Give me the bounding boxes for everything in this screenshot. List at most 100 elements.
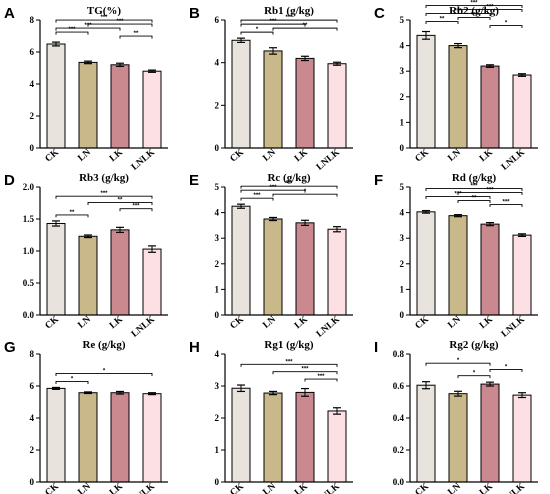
bar-LN	[78, 392, 98, 483]
panel-title: Rg1 (g/kg)	[264, 339, 314, 351]
significance-label: *	[473, 371, 476, 377]
x-tick-label: LK	[293, 481, 310, 494]
y-tick-label: 0	[30, 477, 35, 487]
bar-CK	[231, 387, 251, 483]
x-tick-label: LNLK	[130, 481, 158, 494]
bar-CK	[46, 43, 66, 149]
panel-title: Rb1 (g/kg)	[264, 5, 314, 17]
significance-bracket	[55, 380, 89, 384]
bar-LNLK	[327, 228, 347, 316]
significance-label: ***	[116, 19, 124, 25]
significance-bracket	[425, 362, 491, 366]
bar-CK	[231, 205, 251, 316]
y-tick-label: 2	[215, 259, 220, 269]
significance-label: ***	[486, 5, 494, 11]
y-tick-label: 4	[30, 413, 35, 423]
x-tick-label: LK	[108, 314, 125, 331]
significance-bracket	[489, 204, 523, 208]
bar-LK	[480, 383, 500, 483]
y-tick-label: 0.2	[393, 445, 405, 455]
significance-label: *	[71, 376, 74, 382]
panel-letter: D	[4, 172, 15, 189]
bar-LNLK	[512, 234, 532, 316]
y-tick-label: 8	[30, 349, 35, 359]
panel-letter: H	[189, 339, 200, 356]
significance-bracket	[489, 25, 523, 29]
significance-bracket	[272, 371, 338, 375]
bar-LNLK	[142, 248, 162, 316]
significance-label: **	[118, 197, 123, 203]
significance-bracket	[55, 214, 89, 218]
panel-title: Rc (g/kg)	[267, 172, 310, 184]
x-tick-label: LN	[76, 148, 93, 164]
y-tick-label: 6	[215, 15, 220, 25]
y-tick-label: 0.6	[393, 381, 405, 391]
significance-bracket	[425, 5, 523, 9]
significance-label: **	[472, 196, 477, 202]
bar-CK	[416, 384, 436, 483]
significance-bracket	[119, 35, 153, 39]
significance-bracket	[240, 197, 274, 201]
y-tick-label: 5	[400, 182, 405, 192]
significance-label: **	[134, 31, 139, 37]
x-tick-label: LNLK	[500, 481, 528, 494]
y-tick-label: 2	[30, 111, 35, 121]
significance-bracket	[55, 27, 121, 31]
y-tick-label: 2	[215, 100, 220, 110]
x-tick-label: LNLK	[130, 147, 158, 172]
y-tick-label: 4	[215, 349, 220, 359]
significance-bracket	[425, 21, 459, 25]
bar-LK	[480, 65, 500, 149]
y-tick-label: 0	[215, 477, 220, 487]
y-tick-label: 2	[30, 445, 35, 455]
bar-CK	[46, 222, 66, 316]
y-tick-label: 0	[400, 143, 405, 153]
significance-bracket	[425, 196, 491, 200]
significance-bracket	[55, 372, 153, 376]
y-tick-label: 0	[215, 310, 220, 320]
x-tick-label: LK	[108, 481, 125, 494]
bar-LK	[110, 229, 130, 316]
x-tick-label: CK	[414, 147, 432, 164]
x-tick-label: LK	[478, 481, 495, 494]
panel-title: TG(%)	[87, 5, 122, 17]
y-tick-label: 8	[30, 15, 35, 25]
y-tick-label: 4	[400, 41, 405, 51]
significance-label: **	[440, 17, 445, 23]
significance-label: ***	[301, 367, 309, 373]
panel-letter: G	[4, 339, 16, 356]
significance-bracket	[240, 189, 306, 193]
bar-LK	[295, 57, 315, 149]
y-tick-label: 6	[30, 381, 35, 391]
y-tick-label: 0.8	[393, 349, 405, 359]
y-tick-label: 0	[30, 143, 35, 153]
significance-label: ***	[502, 200, 510, 206]
x-tick-label: LK	[478, 147, 495, 164]
x-tick-label: CK	[44, 481, 62, 494]
y-tick-label: 4	[400, 208, 405, 218]
x-tick-label: LN	[76, 482, 93, 494]
significance-bracket	[240, 31, 274, 35]
significance-bracket	[87, 23, 153, 27]
panel-title: Re (g/kg)	[82, 339, 125, 351]
bar-LNLK	[142, 393, 162, 483]
x-tick-label: LN	[446, 315, 463, 331]
y-tick-label: 2	[215, 413, 220, 423]
x-tick-label: LNLK	[315, 481, 343, 494]
significance-bracket	[489, 369, 523, 372]
panel-letter: B	[189, 5, 200, 22]
bar-CK	[46, 387, 66, 483]
y-tick-label: 3	[400, 233, 405, 243]
bar-LN	[263, 392, 283, 483]
x-tick-label: LN	[76, 315, 93, 331]
y-tick-label: 3	[215, 233, 220, 243]
significance-bracket	[272, 27, 338, 31]
bar-LN	[263, 218, 283, 316]
significance-label: *	[505, 21, 508, 27]
